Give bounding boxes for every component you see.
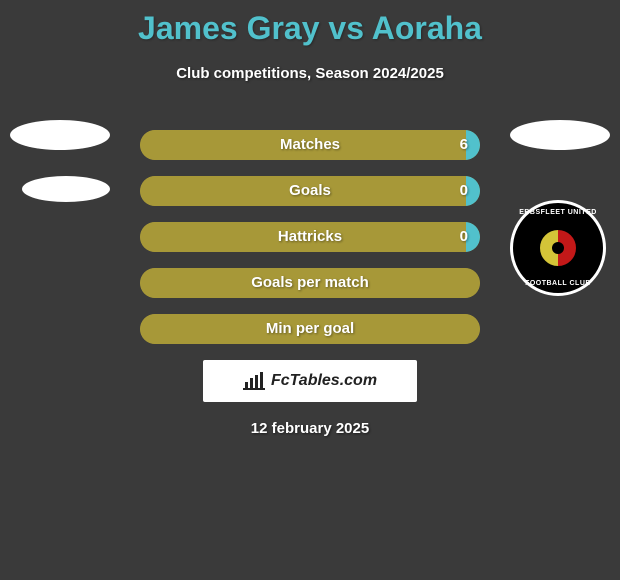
bar-value-right: 0 bbox=[460, 176, 468, 206]
bar-label: Goals bbox=[140, 176, 480, 206]
brand-logo: FcTables.com bbox=[243, 372, 377, 390]
club-badge-inner-icon bbox=[538, 228, 578, 268]
placeholder-ellipse bbox=[510, 120, 610, 150]
left-player-placeholder bbox=[10, 120, 110, 228]
placeholder-ellipse bbox=[22, 176, 110, 202]
stat-bar: Min per goal bbox=[140, 314, 480, 344]
bar-label: Matches bbox=[140, 130, 480, 160]
right-player-placeholder: EBBSFLEET UNITED FOOTBALL CLUB bbox=[510, 120, 610, 296]
bar-label: Hattricks bbox=[140, 222, 480, 252]
club-badge-text-top: EBBSFLEET UNITED bbox=[513, 209, 603, 216]
bar-label: Goals per match bbox=[140, 268, 480, 298]
page-title: James Gray vs Aoraha bbox=[0, 0, 620, 47]
date-label: 12 february 2025 bbox=[0, 420, 620, 437]
bar-chart-icon bbox=[243, 372, 265, 390]
stat-bar: Goals0 bbox=[140, 176, 480, 206]
placeholder-ellipse bbox=[10, 120, 110, 150]
subtitle: Club competitions, Season 2024/2025 bbox=[0, 65, 620, 82]
club-badge: EBBSFLEET UNITED FOOTBALL CLUB bbox=[510, 200, 606, 296]
bar-value-right: 6 bbox=[460, 130, 468, 160]
brand-text: FcTables.com bbox=[271, 372, 377, 390]
stat-bar: Goals per match bbox=[140, 268, 480, 298]
bar-value-right: 0 bbox=[460, 222, 468, 252]
stats-bars: Matches6Goals0Hattricks0Goals per matchM… bbox=[140, 130, 480, 344]
stat-bar: Matches6 bbox=[140, 130, 480, 160]
club-badge-text-bottom: FOOTBALL CLUB bbox=[513, 280, 603, 287]
brand-box: FcTables.com bbox=[203, 360, 417, 402]
stat-bar: Hattricks0 bbox=[140, 222, 480, 252]
bar-label: Min per goal bbox=[140, 314, 480, 344]
